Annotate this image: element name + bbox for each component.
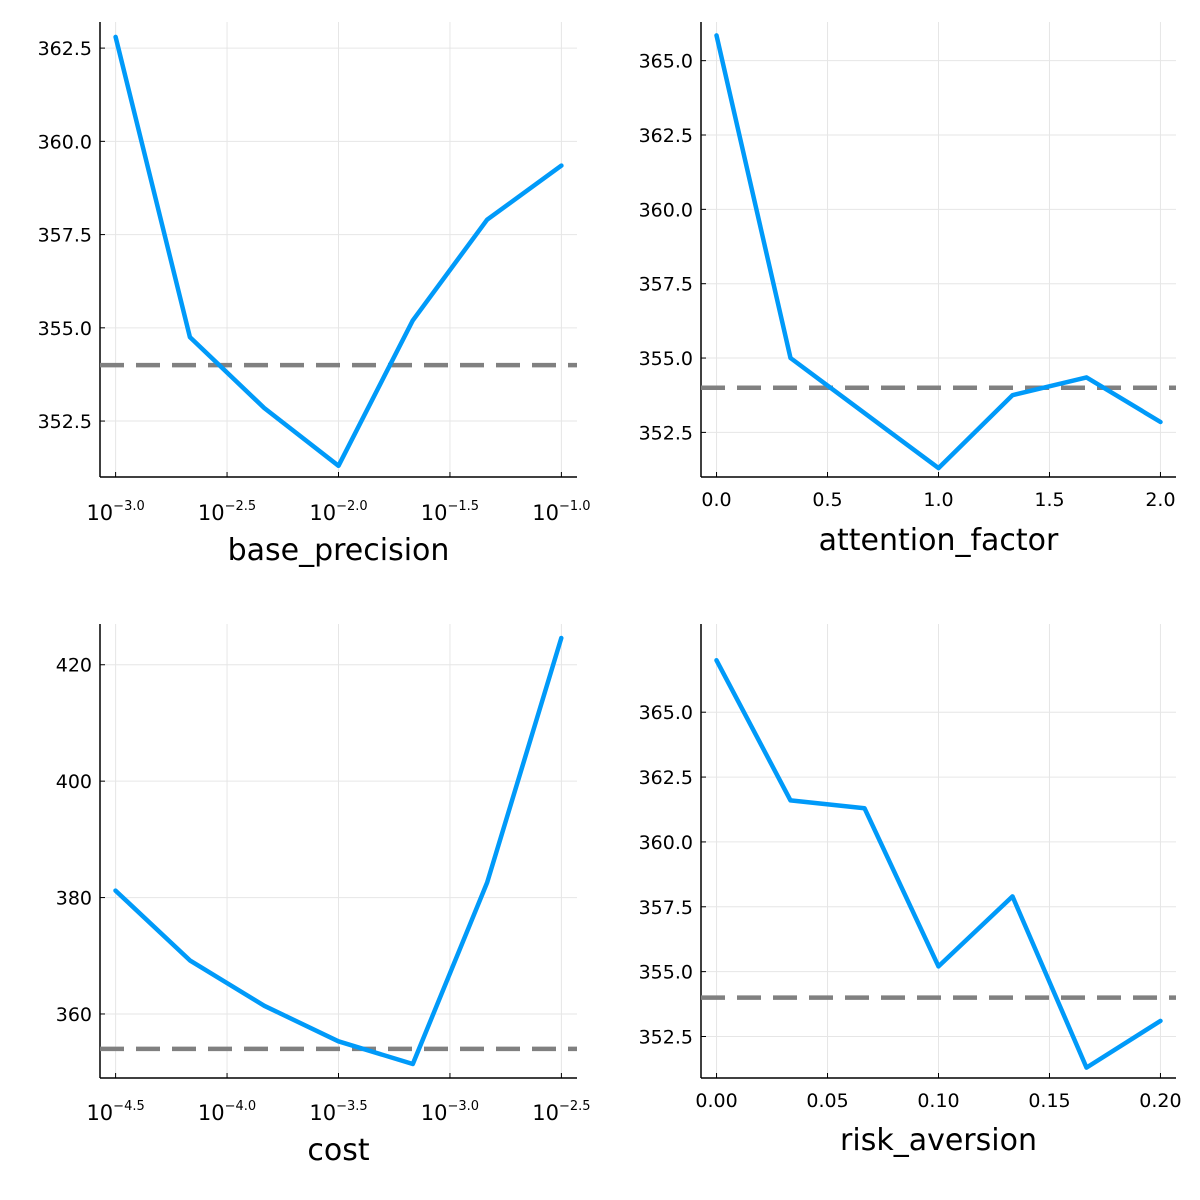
data-point	[937, 964, 941, 968]
subplot-attention_factor: 352.5 355.0 357.5 360.0 362.5 365.0 0.0 0.5 1.0 1…	[639, 22, 1176, 558]
data-point	[559, 164, 563, 168]
data-point	[262, 1004, 266, 1008]
x-tick-label: 10−1.0	[532, 499, 590, 525]
y-tick-label: 420	[56, 655, 92, 677]
series-line	[113, 635, 564, 1067]
subplot-cost: 360 380 400 420 10−4.5 10−4.0 10−3.5 10−3.0 10−2…	[56, 624, 591, 1168]
x-tick-label: 10−3.0	[86, 499, 144, 525]
y-tick-label: 360	[56, 1004, 92, 1026]
data-point	[114, 35, 118, 39]
y-tick-label: 365.0	[639, 51, 693, 73]
x-tick-label: 10−4.0	[198, 1099, 256, 1125]
x-axis-label: base_precision	[228, 533, 450, 568]
series-line	[714, 33, 1163, 471]
x-tick-label: 0.5	[812, 489, 842, 511]
data-point	[715, 658, 719, 662]
x-tick-label: 0.0	[701, 489, 731, 511]
x-axis-label: cost	[307, 1133, 369, 1168]
data-point	[411, 318, 415, 322]
y-tick-label: 400	[56, 771, 92, 793]
x-tick-label: 10−2.5	[532, 1099, 590, 1125]
data-point	[1010, 894, 1014, 898]
x-axis-label: attention_factor	[819, 523, 1059, 558]
data-point	[1084, 1066, 1088, 1070]
y-tick-label: 360.0	[639, 832, 693, 854]
x-tick-label: 10−3.0	[421, 1099, 479, 1125]
y-tick-label: 355.0	[639, 348, 693, 370]
y-tick-label: 357.5	[639, 897, 693, 919]
data-point	[937, 466, 941, 470]
data-point	[188, 958, 192, 962]
x-tick-label: 10−1.5	[421, 499, 479, 525]
data-point	[336, 1039, 340, 1043]
y-tick-label: 352.5	[38, 411, 92, 433]
data-point	[485, 880, 489, 884]
y-tick-label: 357.5	[38, 225, 92, 247]
data-point	[188, 335, 192, 339]
data-point	[411, 1062, 415, 1066]
x-tick-label: 0.00	[695, 1090, 737, 1112]
x-tick-label: 10−2.0	[309, 499, 367, 525]
y-tick-label: 362.5	[38, 38, 92, 60]
data-point	[485, 218, 489, 222]
y-tick-label: 360.0	[38, 131, 92, 153]
y-tick-label: 360.0	[639, 199, 693, 221]
y-tick-label: 380	[56, 888, 92, 910]
y-tick-label: 365.0	[639, 702, 693, 724]
series-line	[113, 34, 564, 469]
subplot-base_precision: 352.5 355.0 357.5 360.0 362.5 10−3.0 10−2.5 10−…	[38, 22, 591, 568]
data-point	[1084, 375, 1088, 379]
x-axis-label: risk_aversion	[840, 1123, 1037, 1158]
data-point	[337, 464, 341, 468]
x-tick-label: 10−2.5	[198, 499, 256, 525]
x-tick-label: 0.20	[1139, 1090, 1181, 1112]
x-tick-label: 0.05	[806, 1090, 848, 1112]
data-point	[789, 356, 793, 360]
data-point	[789, 798, 793, 802]
x-tick-label: 10−3.5	[309, 1099, 367, 1125]
data-point	[262, 406, 266, 410]
x-tick-label: 10−4.5	[86, 1099, 144, 1125]
data-point	[1158, 420, 1162, 424]
y-tick-label: 357.5	[639, 274, 693, 296]
x-tick-label: 0.10	[917, 1090, 959, 1112]
data-point	[1158, 1019, 1162, 1023]
data-point	[715, 33, 719, 37]
y-tick-label: 355.0	[38, 318, 92, 340]
y-tick-label: 362.5	[639, 767, 693, 789]
x-tick-label: 1.5	[1034, 489, 1064, 511]
x-tick-label: 0.15	[1028, 1090, 1070, 1112]
subplot-risk_aversion: 352.5 355.0 357.5 360.0 362.5 365.0 0.00 0.05 0.…	[639, 624, 1182, 1158]
y-tick-label: 352.5	[639, 422, 693, 444]
data-point	[1010, 393, 1014, 397]
x-tick-label: 1.0	[923, 489, 953, 511]
data-point	[559, 636, 563, 640]
series-line	[714, 658, 1163, 1070]
x-tick-label: 2.0	[1145, 489, 1175, 511]
y-tick-label: 362.5	[639, 125, 693, 147]
data-point	[863, 411, 867, 415]
data-point	[863, 806, 867, 810]
y-tick-label: 355.0	[639, 962, 693, 984]
data-point	[114, 889, 118, 893]
y-tick-label: 352.5	[639, 1026, 693, 1048]
